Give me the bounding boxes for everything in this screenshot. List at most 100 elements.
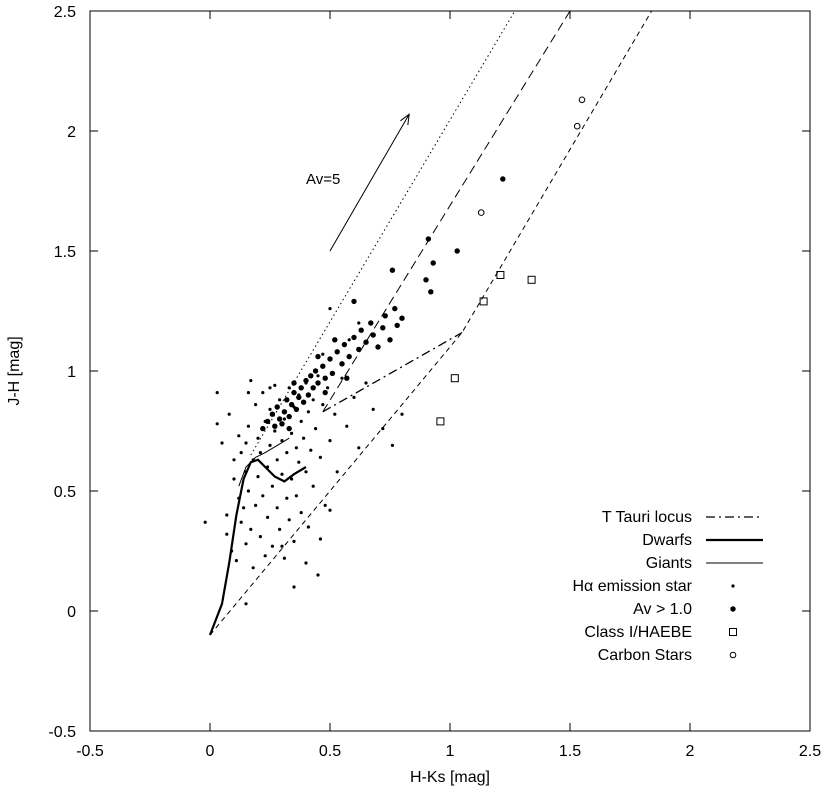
point-small-dot [270,544,274,548]
point-small-dot [311,484,315,488]
point-filled-circle [293,406,300,413]
point-filled-circle [380,325,386,331]
point-small-dot [335,470,339,474]
point-filled-circle [351,298,357,305]
point-filled-circle [272,423,278,429]
point-small-dot [299,419,303,423]
point-small-dot [304,470,308,474]
point-filled-circle [284,397,290,403]
point-small-dot [249,379,253,383]
point-small-dot [278,398,282,402]
y-tick-label: 0 [67,604,76,621]
point-filled-circle [339,361,345,367]
point-small-dot [275,458,279,462]
point-small-dot [246,489,250,493]
point-small-dot [390,443,394,447]
point-small-dot [285,496,289,500]
point-small-dot [294,494,298,498]
point-small-dot [316,374,320,378]
x-tick-label: 1.5 [559,743,581,760]
point-small-dot [381,427,385,431]
point-filled-circle [375,344,381,350]
point-filled-circle [320,363,326,369]
point-small-dot [323,503,327,507]
point-small-dot [227,412,231,416]
point-filled-circle [269,411,276,417]
point-filled-circle [303,377,309,384]
point-small-dot [254,403,258,407]
point-small-dot [364,381,368,385]
point-small-dot [268,407,272,411]
reddening-line [322,11,571,413]
point-small-dot [268,443,272,447]
point-small-dot [352,395,356,399]
axis-ticks: -0.5 0 0.5 1 1.5 2 2.5 -0.5 0 0.5 1 1.5 2 2.5 [48,4,821,760]
legend-label: Hα emission star [573,578,693,595]
point-small-dot [225,532,229,536]
point-small-dot [244,602,248,606]
point-filled-circle [281,409,288,415]
point-small-dot [232,477,236,481]
annotation-arrow [329,113,410,252]
point-small-dot [400,412,404,416]
legend-label: Giants [646,555,692,572]
point-filled-circle [286,425,292,432]
point-small-dot [266,515,270,520]
point-small-dot [258,451,262,455]
point-filled-circle [322,389,328,396]
point-small-dot [297,460,301,464]
x-tick-label: 0.5 [319,743,341,760]
point-filled-circle [322,375,328,381]
annotation: Av=5 [306,113,410,252]
point-filled-circle [370,332,376,338]
legend-label: Class I/HAEBE [584,624,692,641]
point-filled-circle [430,260,436,266]
point-small-dot [357,446,361,450]
point-small-dot [237,434,241,438]
point-filled-circle [425,236,432,242]
y-tick-label: 0.5 [54,484,76,501]
point-filled-circle [358,327,364,333]
point-small-dot [244,542,248,546]
point-small-dot [270,484,274,488]
point-small-dot [311,398,315,402]
point-small-dot [203,520,207,524]
point-small-dot [220,441,224,445]
point-filled-circle [368,320,374,326]
point-small-dot [256,475,260,479]
point-small-dot [304,561,308,565]
point-small-dot [318,455,322,459]
point-small-dot [215,391,219,395]
point-small-dot [347,338,351,342]
point-small-dot [290,431,294,435]
legend-label: Dwarfs [642,532,692,549]
y-tick-label: 1.5 [54,244,76,261]
point-filled-circle [312,368,319,374]
point-filled-circle [274,404,280,410]
point-filled-circle [356,346,362,353]
x-tick-label: -0.5 [76,743,104,760]
giants-line [238,437,290,487]
y-tick-label: -0.5 [48,724,76,741]
point-filled-circle [279,421,285,427]
point-small-dot [280,439,284,443]
point-small-dot [309,448,313,452]
x-tick-label: 0 [206,743,215,760]
point-filled-circle [300,399,307,405]
point-small-dot [215,422,219,426]
point-small-dot [318,537,322,541]
point-filled-circle [264,418,271,425]
point-small-dot [282,556,286,560]
point-filled-circle [363,339,369,345]
point-small-dot [294,446,298,450]
point-small-dot [246,424,250,428]
point-open-square [527,275,536,284]
legend-swatch [730,606,736,612]
y-tick-label: 2.5 [54,4,76,21]
legend-label: T Tauri locus [602,509,692,526]
point-filled-circle [298,385,304,391]
point-filled-circle [315,353,321,360]
point-filled-circle [334,349,340,355]
point-small-dot [306,525,310,529]
point-open-square [496,271,505,279]
